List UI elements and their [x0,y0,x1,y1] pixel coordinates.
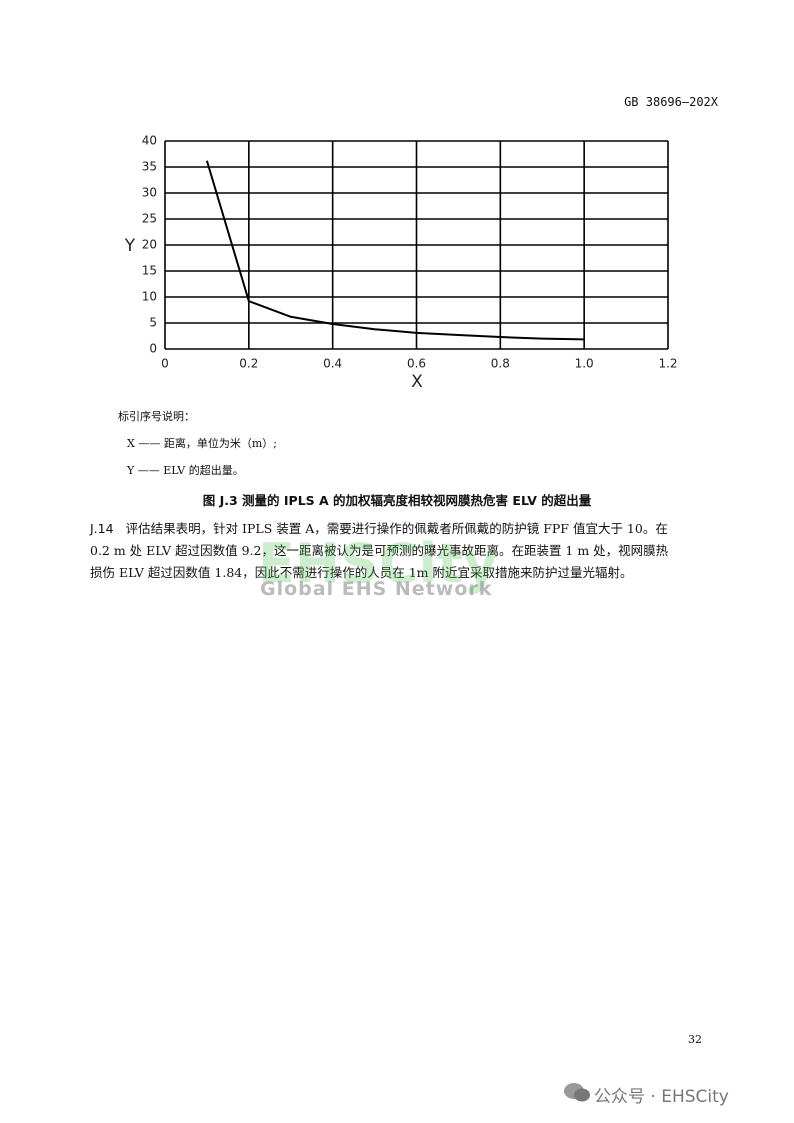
x-tick-label: 0.2 [239,357,258,371]
x-tick-label: 1.0 [575,357,594,371]
x-tick-label: 1.2 [658,357,677,371]
clause-number: J.14 [90,521,114,536]
key-item: X —— 距离，单位为米（m）; [127,437,277,450]
page-number: 32 [688,1033,702,1046]
paragraph-line: 损伤 ELV 超过因数值 1.84，因此不需进行操作的人员在 1m 附近宜采取措… [90,565,633,580]
y-tick-label: 0 [149,342,157,356]
y-tick-label: 40 [142,134,157,148]
y-tick-label: 25 [142,212,157,226]
y-tick-label: 15 [142,264,157,278]
wechat-icon [564,1083,590,1102]
x-tick-label: 0.6 [407,357,426,371]
paragraph: J.14 评估结果表明，针对 IPLS 装置 A，需要进行操作的佩戴者所佩戴的防护… [90,518,668,584]
y-tick-label: 30 [142,186,157,200]
x-tick-label: 0.8 [491,357,510,371]
footer-account: 公众号 · EHSCity [594,1087,729,1107]
paragraph-line: 评估结果表明，针对 IPLS 装置 A，需要进行操作的佩戴者所佩戴的防护镜 FP… [125,521,668,536]
paragraph-line: 0.2 m 处 ELV 超过因数值 9.2，这一距离被认为是可预测的曝光事故距离… [90,543,669,558]
key-item: Y —— ELV 的超出量。 [127,464,244,477]
y-tick-label: 5 [149,316,157,330]
figure-caption: 图 J.3 测量的 IPLS A 的加权辐亮度相较视网膜热危害 ELV 的超出量 [202,493,592,508]
chart: Y X 0 5 10 15 20 25 30 35 40 0 0.2 0.4 0.6 0.8 1.0 1.2 [124,134,678,393]
y-axis-label: Y [124,236,136,256]
x-axis-label: X [411,372,423,392]
standard-number: GB 38696—202X [624,95,718,109]
y-tick-label: 10 [142,290,157,304]
y-tick-label: 35 [142,160,157,174]
y-tick-label: 20 [142,238,157,252]
x-tick-label: 0.4 [323,357,342,371]
watermark-tagline: Global EHS Network [260,578,493,600]
key-title: 标引序号说明： [118,410,195,423]
data-line [205,160,585,341]
watermark-brand: EHSCity [258,532,499,595]
x-tick-label: 0 [161,357,169,371]
